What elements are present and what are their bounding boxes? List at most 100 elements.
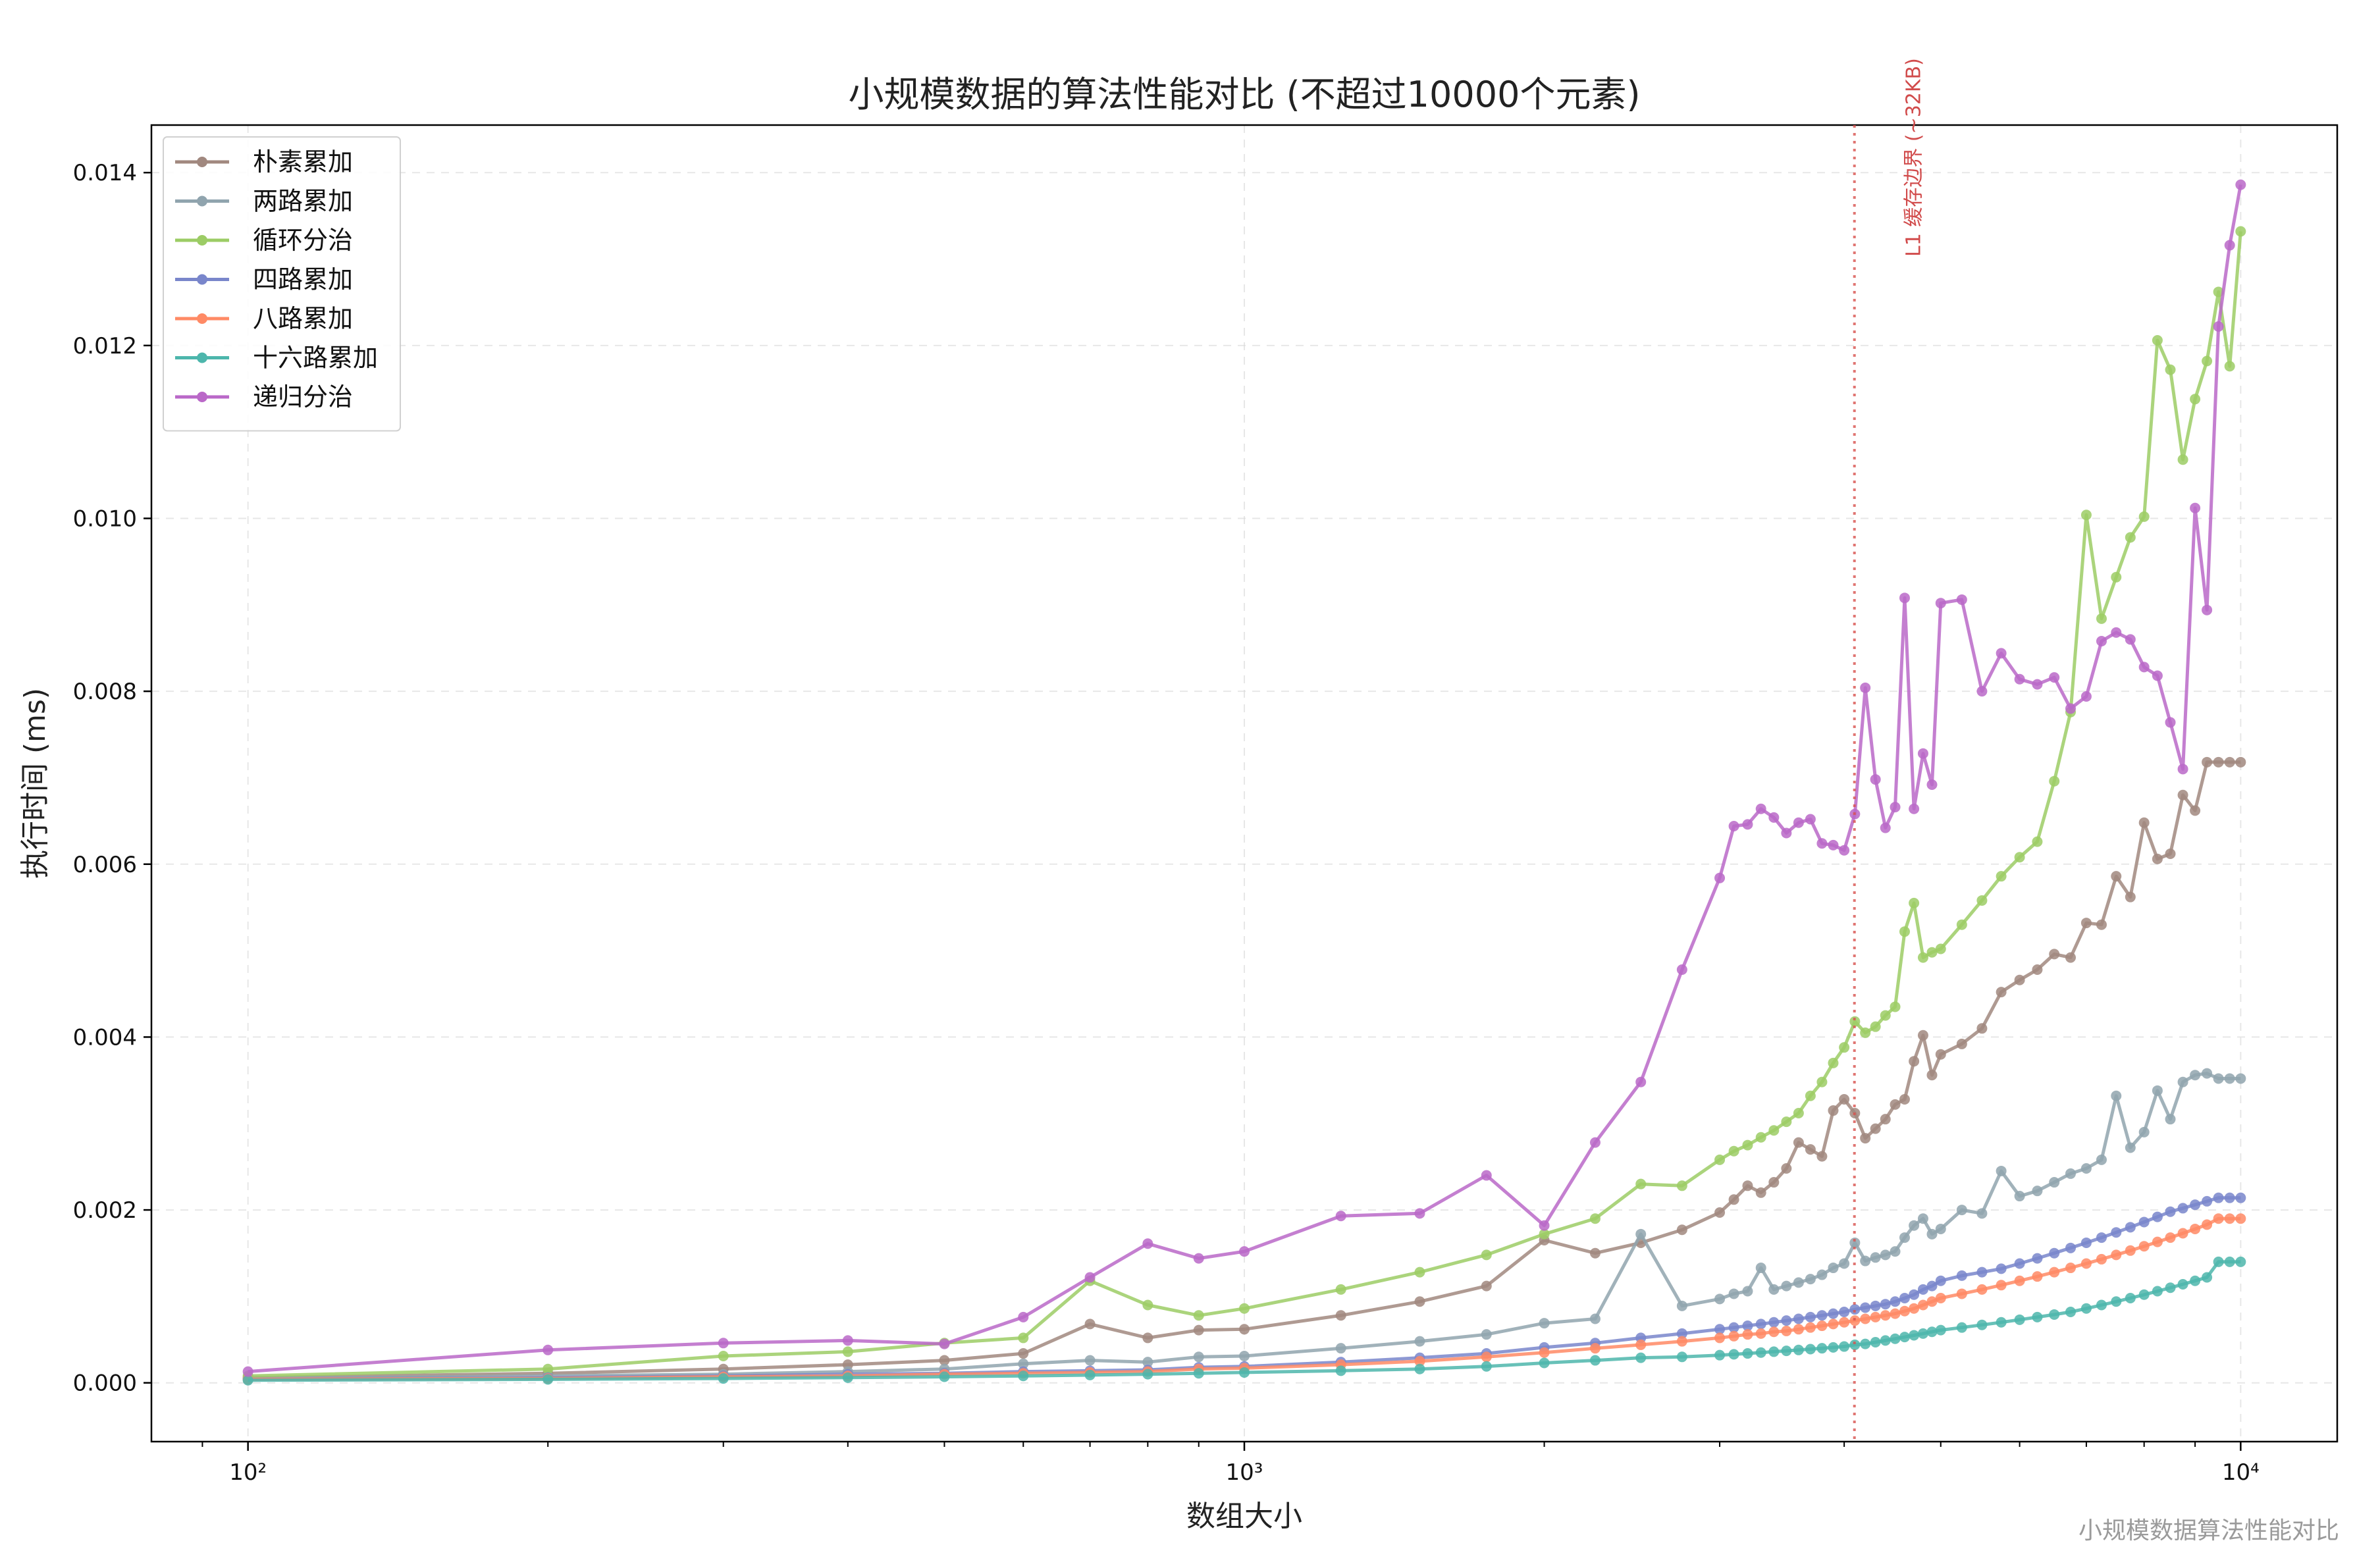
data-point	[2213, 756, 2224, 768]
data-point	[1816, 1151, 1828, 1162]
data-point	[1917, 1284, 1928, 1295]
data-point	[542, 1363, 554, 1374]
data-point	[2235, 1073, 2246, 1084]
data-point	[2235, 179, 2246, 190]
legend-swatch-marker	[197, 235, 207, 246]
data-point	[2138, 817, 2150, 828]
data-point	[1839, 1042, 1850, 1053]
y-tick-label: 0.006	[73, 852, 137, 878]
data-point	[1142, 1369, 1153, 1380]
legend-entry: 两路累加	[253, 187, 353, 216]
data-point	[2014, 1314, 2025, 1325]
data-point	[2177, 1076, 2188, 1087]
data-point	[1899, 592, 1910, 604]
data-point	[1996, 1263, 2007, 1274]
data-point	[2125, 1222, 2136, 1233]
data-point	[2080, 1237, 2092, 1248]
data-point	[1805, 1090, 1816, 1101]
data-point	[939, 1338, 950, 1349]
data-point	[842, 1335, 853, 1346]
data-point	[1839, 1307, 1850, 1318]
data-point	[2096, 635, 2107, 646]
data-point	[1909, 1056, 1920, 1067]
data-point	[2014, 1191, 2025, 1202]
data-point	[2049, 1247, 2060, 1259]
data-point	[1742, 1180, 1753, 1191]
y-tick-label: 0.010	[73, 506, 137, 533]
data-point	[2202, 355, 2213, 367]
data-point	[1917, 1299, 1928, 1311]
data-point	[2138, 1216, 2150, 1228]
data-point	[2152, 1085, 2163, 1096]
data-point	[2049, 1177, 2060, 1188]
data-point	[1935, 1223, 1946, 1234]
series-line-1	[248, 1072, 2241, 1380]
data-point	[1935, 1324, 1946, 1336]
data-point	[2032, 1271, 2043, 1282]
data-point	[1742, 1320, 1753, 1332]
data-point	[1880, 1299, 1891, 1310]
data-point	[1589, 1213, 1601, 1224]
data-point	[1539, 1318, 1550, 1329]
data-point	[1917, 748, 1928, 759]
data-point	[1481, 1249, 1492, 1261]
data-point	[1926, 1280, 1938, 1292]
data-point	[2080, 1163, 2092, 1174]
data-point	[2080, 510, 2092, 521]
data-point	[1755, 803, 1766, 814]
data-point	[1956, 1288, 1967, 1299]
data-point	[2152, 1211, 2163, 1222]
data-point	[2014, 974, 2025, 985]
data-point	[1849, 1016, 1861, 1027]
data-point	[1793, 1313, 1804, 1324]
data-point	[1335, 1343, 1346, 1354]
data-point	[1781, 1346, 1792, 1357]
data-point	[1714, 1332, 1726, 1344]
data-point	[1781, 1315, 1792, 1326]
data-point	[2125, 1245, 2136, 1256]
data-point	[1870, 1021, 1881, 1032]
data-point	[2125, 1293, 2136, 1304]
data-point	[1926, 947, 1938, 958]
data-point	[1768, 1326, 1780, 1338]
data-point	[1860, 1255, 1871, 1267]
data-point	[1742, 1348, 1753, 1359]
data-point	[1890, 1308, 1901, 1319]
data-point	[842, 1346, 853, 1357]
data-point	[1018, 1332, 1029, 1344]
data-point	[1481, 1170, 1492, 1181]
data-point	[2125, 634, 2136, 645]
data-point	[2235, 1213, 2246, 1224]
data-point	[1909, 1330, 1920, 1341]
legend-swatch-marker	[197, 392, 207, 402]
data-point	[2032, 1311, 2043, 1322]
data-point	[2213, 1213, 2224, 1224]
data-point	[1239, 1246, 1250, 1257]
data-point	[1142, 1357, 1153, 1368]
data-point	[2065, 1263, 2077, 1274]
data-point	[1742, 1139, 1753, 1151]
data-point	[1193, 1368, 1204, 1379]
data-point	[1018, 1358, 1029, 1369]
data-point	[1728, 1322, 1739, 1333]
data-point	[1481, 1351, 1492, 1363]
data-point	[1996, 1317, 2007, 1328]
data-point	[1860, 1313, 1871, 1324]
data-point	[1676, 1328, 1687, 1339]
data-point	[2235, 1192, 2246, 1203]
data-point	[1239, 1303, 1250, 1314]
data-point	[1890, 802, 1901, 813]
data-point	[2125, 891, 2136, 902]
data-point	[1768, 1284, 1780, 1295]
data-point	[1956, 1038, 1967, 1049]
series-line-6	[248, 184, 2242, 1374]
data-point	[1926, 1296, 1938, 1307]
data-point	[1828, 839, 1839, 850]
data-point	[2190, 1199, 2201, 1211]
data-point	[2080, 918, 2092, 929]
data-point	[1849, 1339, 1861, 1350]
data-point	[1849, 1304, 1861, 1315]
data-point	[1589, 1355, 1601, 1366]
